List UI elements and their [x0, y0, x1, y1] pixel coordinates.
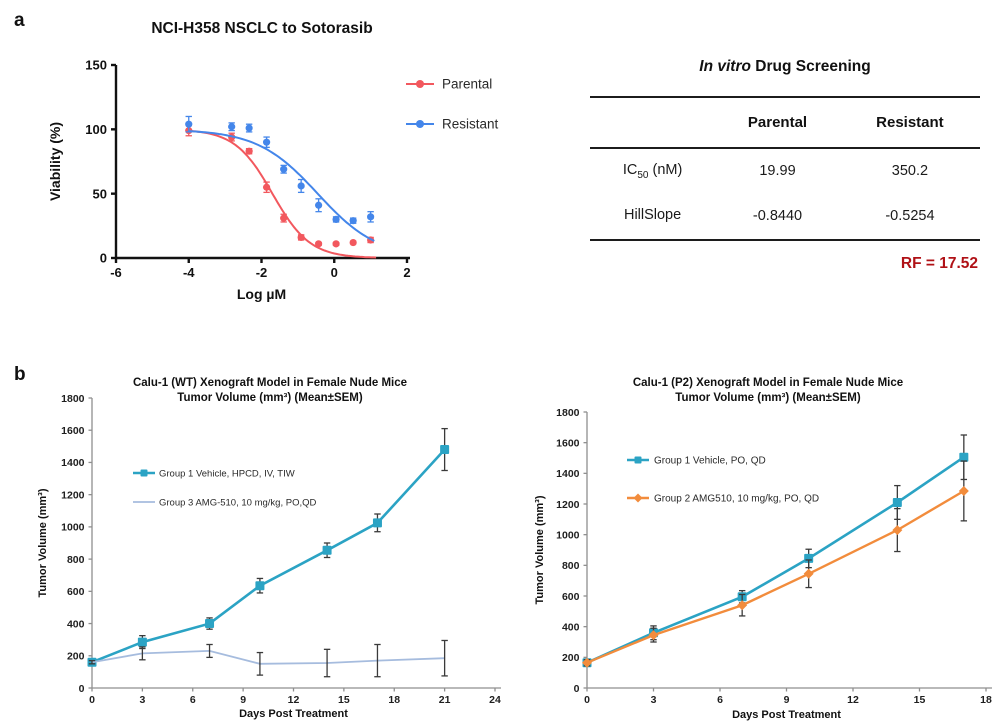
- svg-text:3: 3: [139, 694, 145, 706]
- svg-text:Tumor Volume (mm³) (Mean±SEM): Tumor Volume (mm³) (Mean±SEM): [675, 392, 861, 404]
- panel-b-label: b: [14, 364, 26, 385]
- svg-text:Calu-1 (P2) Xenograft Model in: Calu-1 (P2) Xenograft Model in Female Nu…: [633, 377, 903, 389]
- svg-text:9: 9: [784, 694, 790, 706]
- svg-text:18: 18: [980, 694, 992, 706]
- svg-text:1600: 1600: [61, 425, 85, 437]
- xenograft-wt-chart: 0 3 6 9 12 15 18 21 24 0 200 400 600 800 1000 1200 1400 1…: [37, 377, 501, 720]
- svg-text:-4: -4: [183, 265, 195, 280]
- svg-text:Log µM: Log µM: [237, 286, 286, 302]
- svg-text:50: 50: [93, 186, 107, 201]
- ic50-label: IC50 (nM): [622, 162, 683, 181]
- svg-text:Tumor Volume (mm³): Tumor Volume (mm³): [534, 495, 546, 604]
- svg-text:1600: 1600: [556, 437, 580, 449]
- hillslope-parental-value: -0.8440: [752, 208, 803, 225]
- header-parental: Parental: [747, 114, 808, 131]
- svg-text:1800: 1800: [556, 407, 580, 419]
- panel-a-label: a: [14, 10, 25, 31]
- svg-text:Days Post Treatment: Days Post Treatment: [239, 708, 348, 720]
- svg-text:15: 15: [338, 694, 350, 706]
- table-row-ic50: IC50 (nM) 19.99 350.2: [590, 148, 980, 194]
- svg-text:1200: 1200: [556, 499, 580, 511]
- svg-text:Group 1 Vehicle, HPCD, IV, TIW: Group 1 Vehicle, HPCD, IV, TIW: [159, 468, 295, 479]
- ic50-resistant-value: 350.2: [891, 163, 929, 180]
- svg-text:-2: -2: [256, 265, 268, 280]
- svg-text:12: 12: [847, 694, 859, 706]
- svg-text:1000: 1000: [61, 522, 85, 534]
- svg-text:6: 6: [190, 694, 196, 706]
- svg-text:0: 0: [331, 265, 338, 280]
- svg-text:0: 0: [574, 683, 580, 695]
- svg-text:1800: 1800: [61, 393, 85, 405]
- svg-text:600: 600: [562, 591, 580, 603]
- svg-text:800: 800: [562, 560, 580, 572]
- svg-text:Days Post Treatment: Days Post Treatment: [732, 709, 841, 721]
- drug-screening-table-panel: In vitro Drug Screening Parental Resista…: [590, 58, 980, 273]
- svg-text:Resistant: Resistant: [442, 117, 499, 132]
- header-empty-cell: [590, 97, 715, 148]
- dose-response-chart: -6 -4 -2 0 2 0 50 100 150 NCI-H358 NSCLC to Sotor…: [47, 20, 499, 302]
- svg-text:6: 6: [717, 694, 723, 706]
- svg-text:Viability (%): Viability (%): [47, 122, 63, 201]
- svg-text:Group 1 Vehicle, PO, QD: Group 1 Vehicle, PO, QD: [654, 456, 766, 467]
- table-title: In vitro Drug Screening: [590, 58, 980, 76]
- svg-text:Tumor Volume (mm³): Tumor Volume (mm³): [37, 488, 49, 597]
- svg-text:1200: 1200: [61, 489, 85, 501]
- table-title-italic: In vitro: [699, 58, 751, 75]
- svg-text:600: 600: [67, 586, 85, 598]
- svg-text:100: 100: [85, 122, 107, 137]
- svg-text:15: 15: [914, 694, 926, 706]
- svg-text:9: 9: [240, 694, 246, 706]
- svg-text:0: 0: [89, 694, 95, 706]
- svg-text:150: 150: [85, 58, 107, 73]
- svg-text:Calu-1 (WT) Xenograft Model in: Calu-1 (WT) Xenograft Model in Female Nu…: [133, 377, 407, 389]
- table-header-row: Parental Resistant: [590, 97, 980, 148]
- rf-value: RF = 17.52: [900, 254, 978, 272]
- svg-text:0: 0: [584, 694, 590, 706]
- svg-text:200: 200: [67, 651, 85, 663]
- table-title-rest: Drug Screening: [750, 58, 871, 75]
- svg-text:Parental: Parental: [442, 77, 492, 92]
- svg-text:18: 18: [388, 694, 400, 706]
- svg-text:0: 0: [79, 683, 85, 695]
- svg-text:Group 2 AMG510, 10 mg/kg, PO,: Group 2 AMG510, 10 mg/kg, PO, QD: [654, 494, 819, 505]
- xenograft-p2-chart: 0 3 6 9 12 15 18 0 200 400 600 800 1000 1200 1400 1600 1…: [534, 377, 992, 721]
- ic50-parental-value: 19.99: [759, 163, 796, 180]
- hillslope-resistant-value: -0.5254: [885, 208, 935, 225]
- svg-text:400: 400: [67, 618, 85, 630]
- svg-text:0: 0: [100, 251, 107, 266]
- svg-text:1400: 1400: [556, 468, 580, 480]
- svg-text:3: 3: [651, 694, 657, 706]
- svg-text:Tumor Volume (mm³) (Mean±SEM): Tumor Volume (mm³) (Mean±SEM): [177, 392, 363, 404]
- hillslope-label: HillSlope: [623, 206, 682, 223]
- header-resistant: Resistant: [876, 114, 944, 131]
- svg-text:400: 400: [562, 621, 580, 633]
- svg-text:-6: -6: [110, 265, 122, 280]
- screening-table: Parental Resistant IC50 (nM) 19.99 350.2…: [590, 96, 980, 241]
- svg-text:1000: 1000: [556, 529, 580, 541]
- svg-text:200: 200: [562, 652, 580, 664]
- table-row-hillslope: HillSlope -0.8440 -0.5254: [590, 194, 980, 240]
- svg-text:24: 24: [489, 694, 501, 706]
- svg-text:21: 21: [439, 694, 451, 706]
- svg-text:Group 3 AMG-510, 10 mg/kg, PO,: Group 3 AMG-510, 10 mg/kg, PO,QD: [159, 497, 316, 508]
- svg-text:2: 2: [403, 265, 410, 280]
- svg-text:1400: 1400: [61, 457, 85, 469]
- svg-text:800: 800: [67, 554, 85, 566]
- svg-text:NCI-H358 NSCLC to Sotorasib: NCI-H358 NSCLC to Sotorasib: [151, 20, 372, 37]
- svg-text:12: 12: [288, 694, 300, 706]
